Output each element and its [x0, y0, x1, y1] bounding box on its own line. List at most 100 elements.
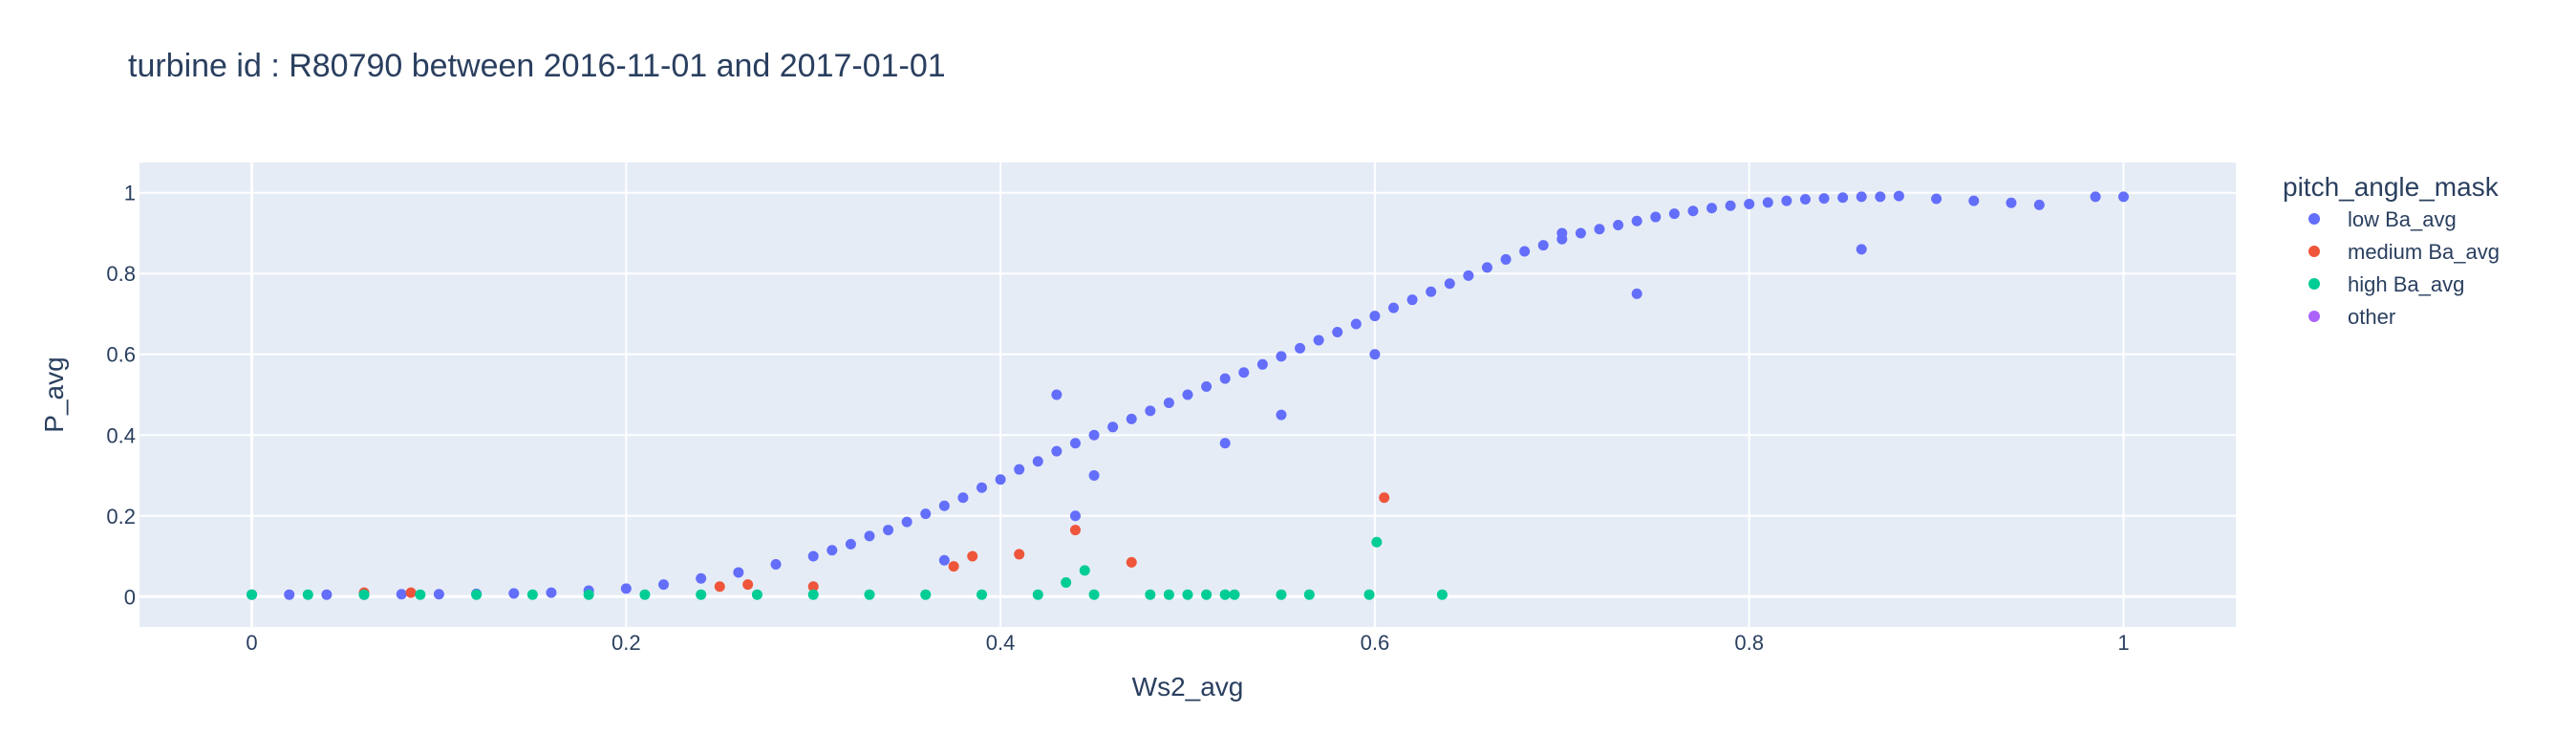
- data-point: [1575, 227, 1586, 239]
- data-point: [1594, 224, 1605, 235]
- data-point: [1088, 470, 1100, 482]
- data-point: [807, 589, 819, 600]
- data-point: [583, 589, 594, 600]
- x-tick-label: 0: [246, 631, 257, 655]
- data-point: [1707, 203, 1717, 214]
- data-point: [864, 589, 875, 600]
- data-point: [742, 579, 754, 591]
- data-point: [2117, 191, 2129, 203]
- data-points: [247, 190, 2129, 600]
- data-point: [977, 589, 988, 600]
- data-point: [1014, 549, 1025, 560]
- data-point: [1088, 429, 1100, 441]
- data-point: [1201, 381, 1213, 393]
- data-point: [751, 589, 762, 600]
- data-point: [1781, 195, 1792, 206]
- data-point: [1369, 311, 1381, 322]
- y-tick-label: 0.4: [106, 423, 136, 447]
- data-point: [658, 579, 669, 591]
- data-point: [938, 500, 950, 511]
- data-point: [1256, 358, 1268, 370]
- data-point: [1126, 556, 1137, 568]
- data-point: [2033, 199, 2045, 210]
- data-point: [405, 587, 417, 598]
- data-point: [883, 525, 894, 536]
- data-point: [1668, 208, 1680, 220]
- data-point: [977, 482, 988, 493]
- data-point: [864, 530, 875, 542]
- data-point: [302, 589, 313, 600]
- data-point: [1444, 278, 1455, 290]
- y-tick-label: 0.6: [106, 343, 136, 367]
- data-point: [920, 589, 932, 600]
- data-point: [546, 587, 557, 598]
- data-point: [1426, 286, 1437, 297]
- data-point: [1799, 193, 1811, 205]
- data-point: [696, 589, 707, 600]
- tick-labels: 0 0.2 0.4 0.6 0.8 1 0 0.2 0.4 0.6 0.8 1: [106, 182, 2129, 655]
- data-point: [1069, 525, 1081, 536]
- x-tick-label: 0.8: [1734, 631, 1764, 655]
- data-point: [1519, 246, 1531, 257]
- data-point: [2006, 197, 2017, 208]
- data-point: [1725, 200, 1736, 211]
- data-point: [1893, 190, 1904, 202]
- data-point: [1051, 389, 1063, 400]
- data-point: [1744, 199, 1755, 210]
- data-point: [1182, 589, 1193, 600]
- data-point: [1350, 318, 1362, 330]
- data-point: [807, 581, 819, 593]
- data-point: [1537, 240, 1549, 251]
- data-point: [1631, 215, 1642, 226]
- data-point: [508, 588, 520, 599]
- data-point: [1931, 193, 1943, 205]
- legend-label: high Ba_avg: [2348, 272, 2464, 296]
- data-point: [770, 558, 782, 570]
- data-point: [1229, 589, 1240, 600]
- data-point: [1968, 195, 1980, 206]
- data-point: [1613, 220, 1624, 231]
- data-point: [526, 589, 538, 600]
- y-tick-label: 0.2: [106, 505, 136, 528]
- data-point: [1875, 191, 1886, 203]
- data-point: [1032, 456, 1043, 467]
- data-point: [1126, 413, 1137, 424]
- data-point: [1276, 589, 1287, 600]
- data-point: [995, 474, 1006, 485]
- data-point: [415, 589, 426, 600]
- legend-marker: [2308, 246, 2320, 257]
- data-point: [358, 589, 370, 600]
- x-tick-label: 1: [2117, 631, 2129, 655]
- data-point: [1295, 342, 1306, 354]
- data-point: [1687, 205, 1699, 217]
- data-point: [247, 589, 258, 600]
- y-tick-label: 0.8: [106, 262, 136, 286]
- data-point: [639, 589, 651, 600]
- data-point: [1332, 326, 1343, 337]
- data-point: [433, 589, 444, 600]
- data-point: [1818, 193, 1830, 205]
- data-point: [1145, 405, 1156, 417]
- legend-label: other: [2348, 305, 2395, 329]
- data-point: [845, 538, 856, 550]
- data-point: [1201, 589, 1213, 600]
- data-point: [2090, 191, 2101, 203]
- y-axis-title: P_avg: [39, 356, 69, 432]
- data-point: [967, 550, 978, 562]
- data-point: [1014, 464, 1025, 475]
- data-point: [1163, 397, 1174, 408]
- data-point: [1051, 445, 1063, 457]
- data-point: [1631, 288, 1642, 299]
- data-point: [1069, 510, 1081, 522]
- grid-lines: [140, 162, 2236, 627]
- data-point: [1032, 589, 1043, 600]
- data-point: [957, 492, 969, 504]
- x-tick-label: 0.4: [986, 631, 1016, 655]
- legend-label: low Ba_avg: [2348, 207, 2457, 231]
- x-tick-label: 0.6: [1361, 631, 1390, 655]
- data-point: [1182, 389, 1193, 400]
- data-point: [938, 554, 950, 566]
- data-point: [1371, 536, 1383, 548]
- data-point: [696, 572, 707, 584]
